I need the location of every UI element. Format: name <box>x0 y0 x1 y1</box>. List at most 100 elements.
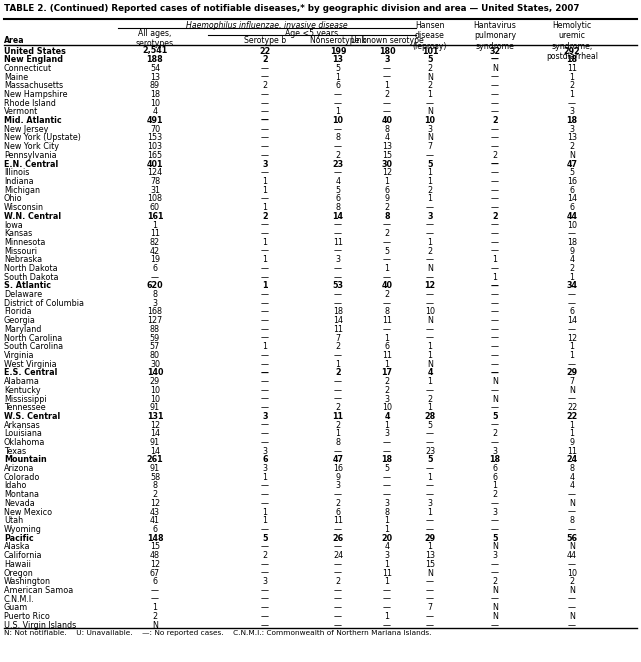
Text: 2: 2 <box>385 377 390 386</box>
Text: 1: 1 <box>428 195 433 203</box>
Text: —: — <box>491 569 499 577</box>
Text: N: N <box>427 134 433 142</box>
Text: Alabama: Alabama <box>4 377 40 386</box>
Text: —: — <box>261 308 269 316</box>
Text: Maine: Maine <box>4 73 28 81</box>
Text: North Carolina: North Carolina <box>4 334 62 343</box>
Text: 30: 30 <box>381 160 392 169</box>
Text: —: — <box>261 107 269 117</box>
Text: —: — <box>383 438 391 447</box>
Text: N: N <box>492 586 498 595</box>
Text: American Samoa: American Samoa <box>4 586 73 595</box>
Text: 5: 5 <box>262 534 268 543</box>
Text: 11: 11 <box>150 229 160 238</box>
Text: —: — <box>491 81 499 90</box>
Text: 20: 20 <box>381 534 392 543</box>
Text: —: — <box>261 64 269 73</box>
Text: —: — <box>426 586 434 595</box>
Text: 2: 2 <box>153 490 158 499</box>
Text: —: — <box>491 351 499 360</box>
Text: 2: 2 <box>569 81 574 90</box>
Text: 8: 8 <box>385 125 390 134</box>
Text: Utah: Utah <box>4 516 23 526</box>
Text: 2: 2 <box>492 116 498 125</box>
Text: —: — <box>261 386 269 395</box>
Text: —: — <box>568 229 576 238</box>
Text: —: — <box>334 273 342 282</box>
Text: Serotype b: Serotype b <box>244 36 286 45</box>
Text: —: — <box>334 168 342 177</box>
Text: 1: 1 <box>263 342 267 352</box>
Text: 11: 11 <box>382 351 392 360</box>
Text: —: — <box>334 603 342 612</box>
Text: 47: 47 <box>333 455 344 465</box>
Text: 4: 4 <box>569 481 574 491</box>
Text: 1: 1 <box>385 177 390 186</box>
Text: —: — <box>261 134 269 142</box>
Text: —: — <box>334 594 342 604</box>
Text: 2: 2 <box>262 55 268 64</box>
Text: —: — <box>261 569 269 577</box>
Text: —: — <box>426 99 434 108</box>
Text: —: — <box>568 603 576 612</box>
Text: Montana: Montana <box>4 490 39 499</box>
Text: 199: 199 <box>329 46 346 56</box>
Text: 19: 19 <box>150 256 160 264</box>
Text: Oklahoma: Oklahoma <box>4 438 46 447</box>
Text: —: — <box>261 334 269 343</box>
Text: 9: 9 <box>569 247 574 256</box>
Text: —: — <box>383 490 391 499</box>
Text: Washington: Washington <box>4 577 51 586</box>
Text: —: — <box>261 316 269 325</box>
Text: 1: 1 <box>335 107 340 117</box>
Text: —: — <box>383 447 391 455</box>
Text: —: — <box>491 621 499 630</box>
Text: —: — <box>334 247 342 256</box>
Text: —: — <box>261 612 269 621</box>
Text: 148: 148 <box>147 534 163 543</box>
Text: 3: 3 <box>335 256 340 264</box>
Text: 8: 8 <box>569 516 574 526</box>
Text: 8: 8 <box>335 203 340 212</box>
Text: —: — <box>491 186 499 195</box>
Text: New York City: New York City <box>4 142 59 151</box>
Text: 2: 2 <box>569 142 574 151</box>
Text: 5: 5 <box>428 55 433 64</box>
Text: U.S. Virgin Islands: U.S. Virgin Islands <box>4 621 76 630</box>
Text: Mountain: Mountain <box>4 455 47 465</box>
Text: —: — <box>261 377 269 386</box>
Text: —: — <box>261 594 269 604</box>
Text: —: — <box>383 621 391 630</box>
Text: 18: 18 <box>490 455 501 465</box>
Text: —: — <box>491 438 499 447</box>
Text: 4: 4 <box>428 368 433 377</box>
Text: 22: 22 <box>567 412 578 421</box>
Text: —: — <box>383 220 391 230</box>
Text: Missouri: Missouri <box>4 247 37 256</box>
Text: W.N. Central: W.N. Central <box>4 212 61 221</box>
Text: 1: 1 <box>385 334 390 343</box>
Text: 5: 5 <box>428 455 433 465</box>
Text: 10: 10 <box>567 569 577 577</box>
Text: —: — <box>261 481 269 491</box>
Text: Guam: Guam <box>4 603 28 612</box>
Text: Haemophilus influenzae, invasive disease: Haemophilus influenzae, invasive disease <box>186 21 348 30</box>
Text: —: — <box>261 116 269 125</box>
Text: 7: 7 <box>335 334 340 343</box>
Text: —: — <box>491 516 499 526</box>
Text: 1: 1 <box>569 73 574 81</box>
Text: 10: 10 <box>567 220 577 230</box>
Text: —: — <box>261 151 269 160</box>
Text: 59: 59 <box>150 334 160 343</box>
Text: Arizona: Arizona <box>4 464 35 473</box>
Text: N: Not notifiable.    U: Unavailable.    —: No reported cases.    C.N.M.I.: Comm: N: Not notifiable. U: Unavailable. —: No… <box>4 630 431 636</box>
Text: —: — <box>334 525 342 534</box>
Text: —: — <box>334 99 342 108</box>
Text: 3: 3 <box>428 125 433 134</box>
Text: Unknown serotype: Unknown serotype <box>351 36 423 45</box>
Text: 10: 10 <box>150 99 160 108</box>
Text: 5: 5 <box>428 420 433 430</box>
Text: 43: 43 <box>150 508 160 516</box>
Text: 1: 1 <box>385 264 390 273</box>
Text: N: N <box>492 612 498 621</box>
